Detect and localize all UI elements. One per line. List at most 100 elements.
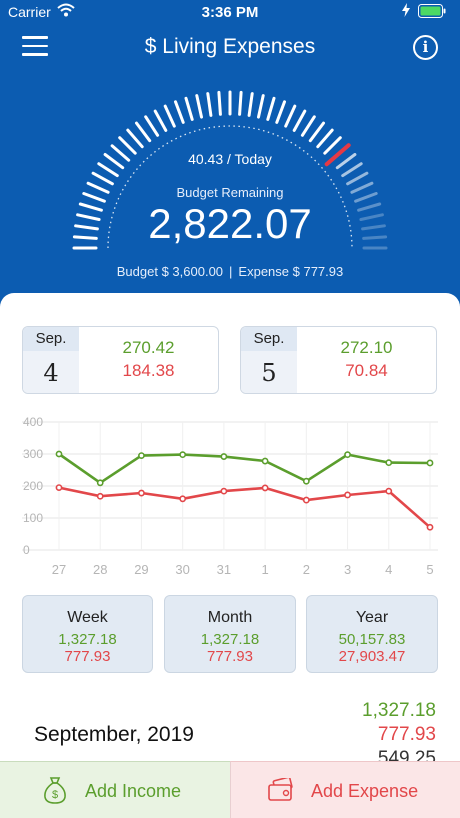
data-point — [55, 450, 63, 458]
period-label: Month — [207, 609, 253, 626]
data-point — [55, 484, 63, 491]
period-year-card[interactable]: Year 50,157.83 27,903.47 — [306, 595, 438, 673]
expense-total: Expense $ 777.93 — [238, 264, 344, 279]
data-point — [344, 451, 351, 459]
gauge-tick — [163, 104, 176, 128]
gauge-tick — [275, 100, 286, 124]
budget-remaining-label: Budget Remaining — [176, 185, 284, 200]
gauge-tick — [308, 121, 325, 143]
daily-line-chart: 400 300 200 100 0 27 28 29 30 31 1 2 3 4 5 — [22, 415, 438, 577]
gauge-tick — [335, 153, 357, 170]
gauge-tick — [91, 171, 114, 186]
summary-separator: | — [229, 264, 233, 279]
wallet-card-icon — [268, 778, 293, 801]
x-tick-label: 4 — [385, 562, 392, 577]
status-time: 3:36 PM — [201, 4, 259, 21]
day-expense: 184.38 — [122, 361, 175, 380]
period-label: Week — [67, 609, 108, 626]
daily-allowance: 40.43 / Today — [188, 151, 272, 167]
info-icon[interactable]: i — [413, 35, 438, 60]
budget-summary: Budget $ 3,600.00 | Expense $ 777.93 — [0, 264, 460, 279]
gauge-tick — [153, 109, 168, 132]
gauge-tick — [86, 181, 110, 194]
gauge-tick — [350, 181, 374, 194]
gauge-tick — [195, 94, 203, 119]
period-week-card[interactable]: Week 1,327.18 777.93 — [22, 595, 153, 673]
month-expense: 777.93 — [377, 724, 436, 745]
data-point — [261, 484, 269, 492]
gauge-tick — [346, 171, 369, 186]
data-point — [302, 496, 310, 504]
data-point — [385, 459, 393, 467]
gauge-tick — [103, 153, 125, 170]
page-title: $ Living Expenses — [144, 35, 316, 58]
month-income: 1,327.18 — [362, 700, 436, 721]
gauge-tick — [110, 144, 131, 162]
data-point — [96, 492, 104, 500]
series-line-1 — [58, 486, 431, 529]
period-income: 1,327.18 — [200, 631, 260, 648]
gauge-tick — [357, 202, 382, 212]
data-point — [344, 491, 351, 499]
budget-remaining-value: 2,822.07 — [148, 200, 312, 247]
gauge-tick — [78, 202, 103, 212]
period-month-card[interactable]: Month 1,327.18 777.93 — [164, 595, 296, 673]
x-tick-label: 29 — [134, 562, 148, 577]
budget-total: Budget $ 3,600.00 — [116, 264, 224, 279]
gauge-tick — [72, 235, 98, 240]
gauge-tick — [76, 213, 101, 221]
gauge-tick — [217, 90, 222, 116]
day-summary-card[interactable]: Sep. 4 270.42 184.38 — [22, 326, 219, 394]
x-tick-label: 1 — [261, 562, 268, 577]
hamburger-menu-icon[interactable] — [22, 36, 48, 58]
gauge-tick — [174, 100, 185, 124]
gauge-tick — [206, 92, 213, 117]
x-tick-label: 30 — [175, 562, 189, 577]
add-expense-button[interactable]: Add Expense — [230, 761, 460, 818]
data-point — [138, 489, 145, 497]
gauge-inner-arc — [107, 125, 353, 249]
x-tick-label: 31 — [217, 562, 231, 577]
action-bar: $ Add Income Add Expense — [0, 761, 460, 818]
gauge-tick — [354, 192, 378, 203]
add-income-button[interactable]: $ Add Income — [0, 761, 230, 818]
day-number: 4 — [23, 351, 79, 393]
gauge-tick — [247, 92, 254, 117]
period-label: Year — [355, 609, 389, 626]
period-expense: 27,903.47 — [338, 648, 406, 665]
data-point — [426, 459, 434, 467]
x-tick-label: 3 — [344, 562, 351, 577]
data-point — [385, 487, 393, 495]
gauge-tick — [82, 192, 106, 203]
data-point — [138, 452, 145, 459]
series-line-0 — [58, 452, 431, 485]
x-tick-label: 27 — [52, 562, 66, 577]
gauge-tick — [266, 96, 276, 121]
gauge-tick — [74, 224, 99, 231]
gauge-tick — [284, 104, 297, 128]
x-tick-label: 5 — [426, 562, 433, 577]
day-income: 272.10 — [340, 338, 393, 357]
gauge-tick — [126, 128, 144, 149]
day-number: 5 — [241, 351, 297, 393]
budget-gauge — [72, 90, 388, 250]
money-bag-icon: $ — [44, 777, 66, 804]
gauge-tick — [316, 128, 334, 149]
day-expense: 70.84 — [345, 361, 388, 380]
data-point — [96, 479, 104, 487]
gauge-tick — [97, 162, 119, 178]
day-summary-card[interactable]: Sep. 5 272.10 70.84 — [240, 326, 437, 394]
status-bar: Carrier 3:36 PM — [0, 0, 460, 24]
data-point — [426, 523, 434, 531]
data-point — [179, 495, 187, 503]
gauge-tick — [292, 109, 307, 132]
data-point — [179, 451, 187, 459]
wifi-icon — [57, 3, 75, 17]
data-point — [220, 487, 228, 495]
x-tick-label: 28 — [93, 562, 107, 577]
y-tick-label: 200 — [23, 479, 43, 493]
gauge-tick — [238, 90, 243, 116]
gauge-tick — [135, 121, 152, 143]
gauge-tick — [300, 115, 316, 137]
